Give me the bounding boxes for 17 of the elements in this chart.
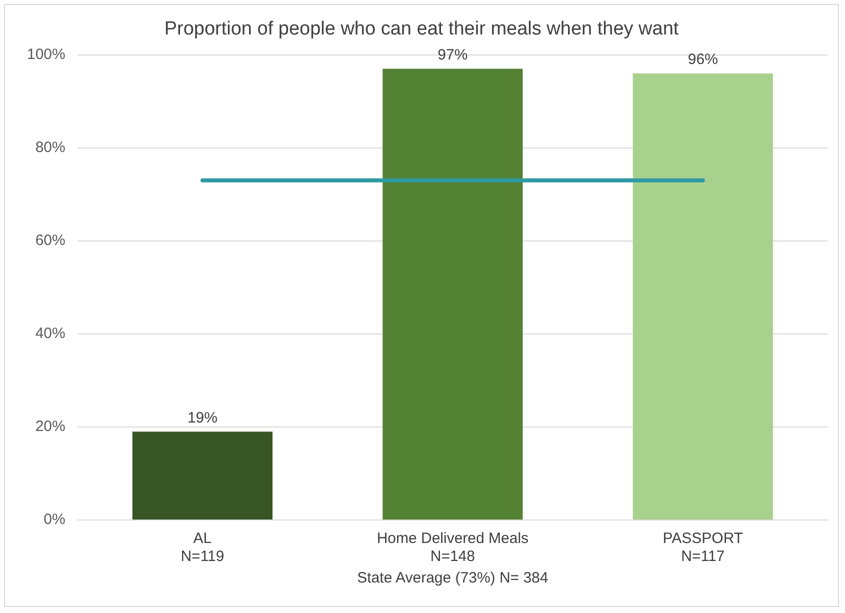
bar (632, 73, 773, 520)
y-tick-label: 0% (44, 511, 66, 528)
x-tick-label: AL N=119 (180, 530, 224, 566)
y-tick-label: 40% (35, 325, 66, 342)
y-tick-label: 100% (26, 46, 66, 63)
chart-title: Proportion of people who can eat their meals when they want (164, 18, 680, 40)
y-tick-label: 20% (35, 418, 66, 436)
text: State Average (73%) N= 384 (357, 570, 548, 587)
bar (132, 432, 273, 520)
data-label: 19% (187, 409, 218, 426)
y-tick-label: 60% (35, 232, 66, 250)
x-tick-label: Home Delivered Meals N=148 (376, 530, 529, 566)
data-label: 97% (438, 46, 468, 64)
x-tick-label: PASSPORT N=117 (662, 530, 744, 566)
bar (382, 68, 523, 520)
data-label: 96% (688, 51, 718, 68)
y-tick-label: 80% (35, 138, 66, 156)
